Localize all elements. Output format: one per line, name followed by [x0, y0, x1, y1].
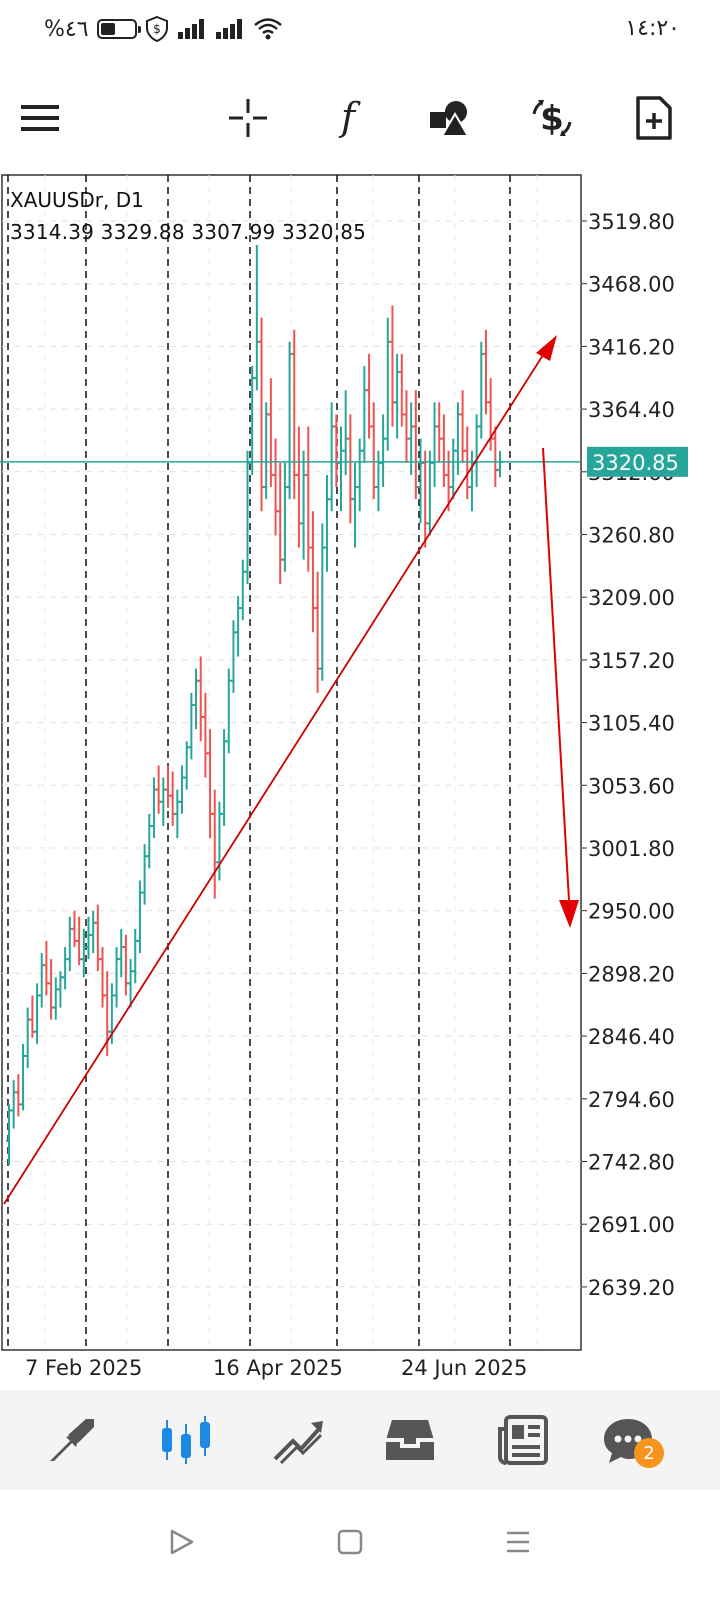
trade-button[interactable]: $	[522, 88, 582, 148]
y-tick-label: 3105.40	[588, 712, 675, 736]
y-tick-label: 2794.60	[588, 1088, 675, 1112]
y-tick-label: 2691.00	[588, 1213, 675, 1237]
nav-messages[interactable]: 2	[596, 1408, 664, 1472]
nav-trade[interactable]	[266, 1408, 330, 1472]
status-left: %٤٦ $	[44, 16, 283, 42]
vpn-shield-icon: $	[145, 16, 168, 42]
current-price-label: 3320.85	[592, 451, 679, 475]
y-tick-label: 3468.00	[588, 273, 675, 297]
menu-button[interactable]	[10, 88, 70, 148]
y-tick-label: 2950.00	[588, 900, 675, 924]
symbol-label: XAUUSDr, D1	[10, 188, 144, 212]
add-document-icon	[636, 96, 672, 140]
triangle-back-icon	[170, 1529, 194, 1555]
y-tick-label: 3053.60	[588, 774, 675, 798]
y-tick-label: 3209.00	[588, 586, 675, 610]
shapes-icon	[430, 101, 470, 137]
messages-badge: 2	[634, 1438, 664, 1468]
signal-icon-2	[215, 19, 242, 39]
dollar-trade-icon: $	[532, 99, 572, 139]
crosshair-icon	[229, 99, 267, 137]
y-tick-label: 2639.20	[588, 1276, 675, 1300]
nav-quotes[interactable]	[40, 1408, 104, 1472]
nav-history[interactable]	[378, 1408, 442, 1472]
y-tick-label: 3157.20	[588, 649, 675, 673]
down-arrow-line	[542, 447, 571, 919]
crosshair-button[interactable]	[218, 88, 278, 148]
y-tick-label: 3260.80	[588, 524, 675, 548]
current-price-box	[587, 446, 688, 477]
y-tick-label: 2742.80	[588, 1151, 675, 1175]
chart-toolbar: f $	[0, 80, 720, 160]
x-tick-label: 7 Feb 2025	[25, 1356, 142, 1380]
candlestick-icon	[162, 1416, 210, 1464]
y-tick-label: 3001.80	[588, 837, 675, 861]
svg-text:$: $	[153, 22, 161, 36]
y-tick-label: 2846.40	[588, 1025, 675, 1049]
quotes-arrows-icon	[50, 1419, 94, 1461]
y-tick-label: 3416.20	[588, 335, 675, 359]
system-navigation	[0, 1490, 720, 1600]
newspaper-icon	[498, 1415, 548, 1465]
svg-text:$: $	[540, 99, 564, 139]
battery-percent: %٤٦	[44, 16, 89, 42]
lines-menu-icon	[507, 1531, 529, 1553]
bottom-navigation: 2	[0, 1390, 720, 1490]
battery-icon	[96, 19, 141, 39]
signal-icon	[177, 19, 204, 39]
svg-text:f: f	[338, 96, 361, 139]
templates-button[interactable]	[624, 88, 684, 148]
y-tick-label: 2898.20	[588, 962, 675, 986]
ohlc-values: 3314.39 3329.88 3307.99 3320.85	[10, 220, 367, 244]
trade-trend-icon	[273, 1421, 323, 1465]
trendline-arrowhead	[536, 335, 557, 361]
square-home-icon	[337, 1529, 363, 1555]
back-button[interactable]	[152, 1512, 212, 1572]
status-bar: %٤٦ $ ١٤:٢٠	[0, 0, 720, 62]
down-arrow-head	[559, 900, 579, 928]
plot-frame	[1, 174, 582, 1351]
wifi-icon	[253, 18, 282, 40]
y-tick-label: 3364.40	[588, 398, 675, 422]
recents-button[interactable]	[488, 1512, 548, 1572]
nav-chart[interactable]	[154, 1408, 218, 1472]
indicators-button[interactable]: f	[318, 88, 378, 148]
objects-button[interactable]	[420, 88, 480, 148]
x-tick-label: 24 Jun 2025	[401, 1356, 527, 1380]
inbox-tray-icon	[386, 1420, 434, 1460]
function-icon: f	[338, 96, 361, 139]
nav-news[interactable]	[490, 1408, 554, 1472]
hamburger-icon	[21, 105, 59, 131]
clock: ١٤:٢٠	[625, 16, 680, 41]
x-tick-label: 16 Apr 2025	[213, 1356, 343, 1380]
home-button[interactable]	[320, 1512, 380, 1572]
price-chart[interactable]: 3519.803468.003416.203364.403312.603260.…	[0, 172, 720, 1392]
trendline	[3, 343, 551, 1205]
y-tick-label: 3519.80	[588, 210, 675, 234]
